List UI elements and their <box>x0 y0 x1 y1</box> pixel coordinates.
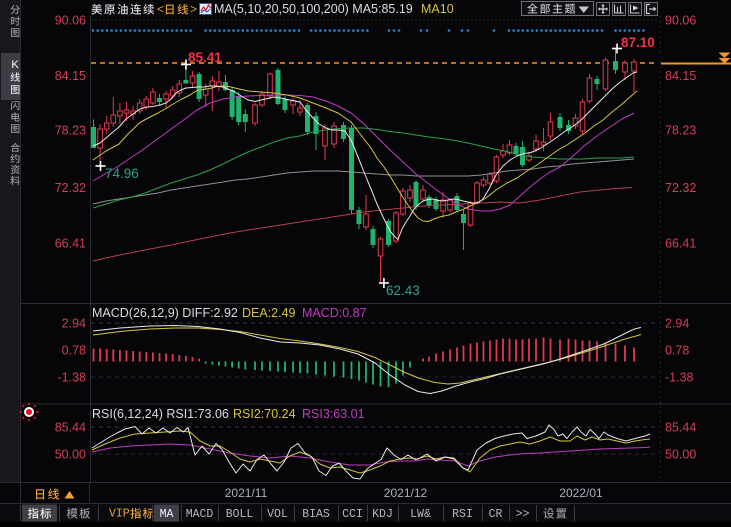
svg-text:0.78: 0.78 <box>62 344 86 358</box>
svg-text:LW&: LW& <box>410 508 431 521</box>
svg-text:84.15: 84.15 <box>55 69 86 83</box>
svg-text:66.41: 66.41 <box>665 237 696 251</box>
svg-text:DEA:2.49: DEA:2.49 <box>242 306 296 320</box>
svg-text:MACD: MACD <box>186 508 214 521</box>
svg-text:RSI2:70.24: RSI2:70.24 <box>233 407 296 421</box>
svg-text:RSI: RSI <box>452 508 473 521</box>
svg-text:72.32: 72.32 <box>55 181 86 195</box>
svg-text:BOLL: BOLL <box>226 508 254 521</box>
svg-text:MA10: MA10 <box>421 2 454 16</box>
svg-text:0.78: 0.78 <box>665 344 689 358</box>
svg-text:85.41: 85.41 <box>188 50 222 65</box>
svg-text:VIP: VIP <box>109 508 130 521</box>
svg-text:-1.38: -1.38 <box>58 371 87 385</box>
svg-text:78.23: 78.23 <box>55 124 86 138</box>
svg-text:87.10: 87.10 <box>621 35 655 50</box>
svg-text:KDJ: KDJ <box>372 508 393 521</box>
svg-text:50.00: 50.00 <box>665 448 696 462</box>
svg-text:90.06: 90.06 <box>665 14 696 28</box>
svg-text:BIAS: BIAS <box>302 508 330 521</box>
svg-text:2021/11: 2021/11 <box>225 486 268 500</box>
svg-text:74.96: 74.96 <box>105 166 139 181</box>
svg-text:-1.38: -1.38 <box>665 371 694 385</box>
svg-text:85.44: 85.44 <box>665 421 696 435</box>
svg-text:62.43: 62.43 <box>386 283 420 298</box>
svg-text:>>: >> <box>516 508 530 521</box>
svg-text:RSI(6,12,24) RSI1:73.06: RSI(6,12,24) RSI1:73.06 <box>92 407 229 421</box>
svg-text:84.15: 84.15 <box>665 69 696 83</box>
svg-text:2022/01: 2022/01 <box>559 486 603 500</box>
svg-text:MA: MA <box>160 508 174 521</box>
svg-text:CR: CR <box>489 508 503 521</box>
svg-text:>: > <box>190 2 197 16</box>
svg-text:50.00: 50.00 <box>55 448 86 462</box>
svg-text:2.94: 2.94 <box>62 317 86 331</box>
svg-text:CCI: CCI <box>342 508 363 521</box>
svg-text:MA(5,10,20,50,100,200) MA5:85.: MA(5,10,20,50,100,200) MA5:85.19 <box>214 2 413 16</box>
svg-text:MACD(26,12,9) DIFF:2.92: MACD(26,12,9) DIFF:2.92 <box>92 306 238 320</box>
svg-text:78.23: 78.23 <box>665 124 696 138</box>
svg-text:85.44: 85.44 <box>55 421 86 435</box>
svg-text:K: K <box>11 59 19 71</box>
svg-text:RSI3:63.01: RSI3:63.01 <box>302 407 365 421</box>
svg-text:2021/12: 2021/12 <box>384 486 428 500</box>
svg-text:<: < <box>157 2 164 16</box>
svg-text:66.41: 66.41 <box>55 237 86 251</box>
svg-text:90.06: 90.06 <box>55 14 86 28</box>
svg-text:VOL: VOL <box>267 508 288 521</box>
svg-text:MACD:0.87: MACD:0.87 <box>302 306 367 320</box>
svg-text:2.94: 2.94 <box>665 317 689 331</box>
svg-text:72.32: 72.32 <box>665 181 696 195</box>
